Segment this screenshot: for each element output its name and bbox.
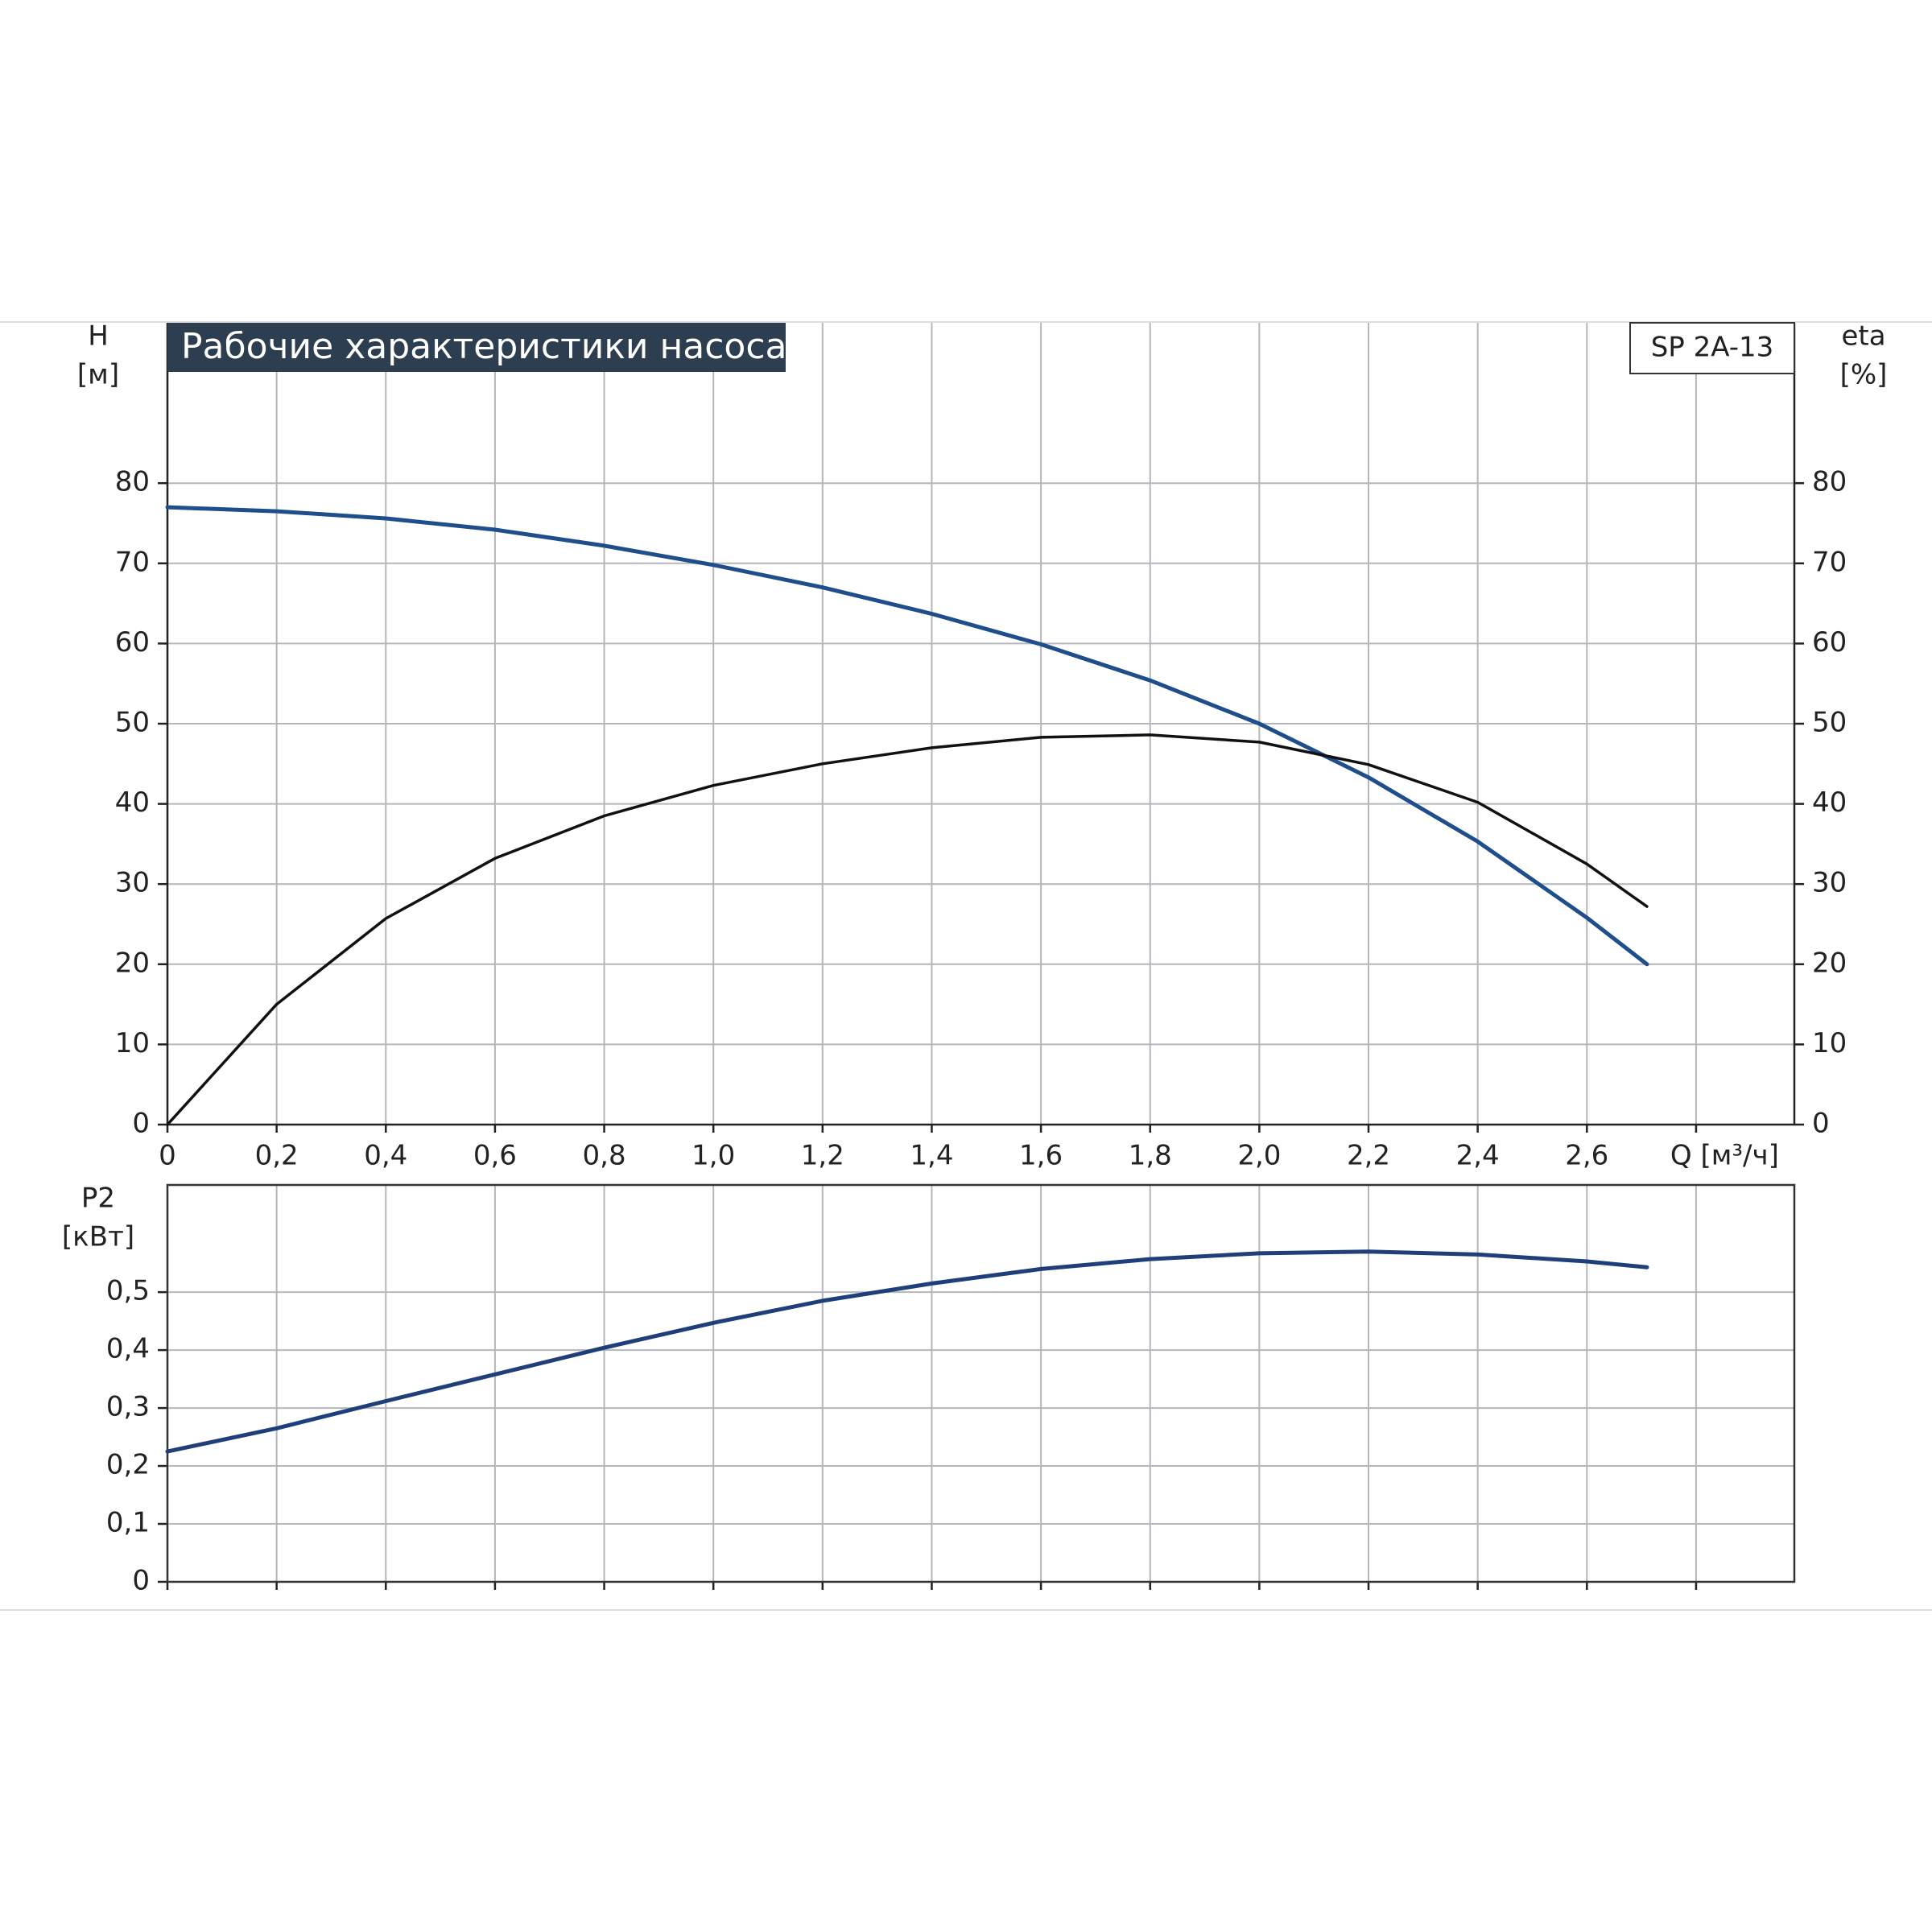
y-axis-unit: [кВт] [62,1221,134,1253]
x-tick-label: 0,8 [583,1140,626,1172]
y2-tick-label: 10 [1812,1027,1847,1059]
x-tick-label: 0 [159,1140,176,1172]
x-tick-label: 1,0 [691,1140,735,1172]
y-tick-label: 30 [115,867,150,899]
y-tick-label: 0,2 [106,1449,150,1481]
y-tick-label: 0,3 [106,1391,150,1423]
x-tick-label: 2,4 [1456,1140,1500,1172]
series-line [165,505,1649,967]
y-tick-label: 0 [132,1565,150,1597]
y-tick-label: 50 [115,707,150,739]
x-tick-label: 0,2 [255,1140,299,1172]
y2-tick-label: 20 [1812,947,1847,979]
y2-tick-label: 30 [1812,867,1847,899]
chart-title: Рабочие характеристики насоса [181,326,786,367]
x-tick-label: 1,2 [801,1140,844,1172]
y2-tick-label: 80 [1812,466,1847,498]
y-tick-label: 10 [115,1027,150,1059]
x-tick-label: Q [м³/ч] [1670,1140,1779,1172]
y-tick-label: 20 [115,947,150,979]
y-tick-label: 40 [115,786,150,819]
x-tick-label: 1,4 [910,1140,953,1172]
y-tick-label: 0,5 [106,1275,150,1307]
y-tick-label: 0 [132,1108,150,1140]
plot-frame [166,1183,1796,1583]
y-axis-label: P2 [81,1183,115,1215]
y2-tick-label: 50 [1812,707,1847,739]
x-tick-label: 1,8 [1129,1140,1172,1172]
model-box [1629,322,1795,374]
x-tick-label: 1,6 [1019,1140,1063,1172]
x-tick-label: 2,2 [1347,1140,1390,1172]
x-tick-label: 2,6 [1565,1140,1608,1172]
y2-axis-unit: [%] [1840,359,1888,391]
y-axis-label: H [88,320,109,353]
series-line [166,733,1649,1126]
y-tick-label: 0,1 [106,1507,150,1539]
y-axis-unit: [м] [77,359,119,391]
x-tick-label: 0,6 [473,1140,517,1172]
y2-tick-label: 0 [1812,1108,1830,1140]
y2-tick-label: 40 [1812,786,1847,819]
x-tick-label: 0,4 [364,1140,407,1172]
x-tick-label: 2,0 [1237,1140,1281,1172]
series-line [165,1249,1649,1454]
y-tick-label: 80 [115,466,150,498]
y2-axis-label: eta [1841,320,1885,353]
y-tick-label: 60 [115,626,150,658]
y2-tick-label: 60 [1812,626,1847,658]
y-tick-label: 0,4 [106,1333,150,1365]
y2-tick-label: 70 [1812,546,1847,578]
y-tick-label: 70 [115,546,150,578]
model-label: SP 2A-13 [1651,332,1774,364]
title-box [167,323,786,372]
